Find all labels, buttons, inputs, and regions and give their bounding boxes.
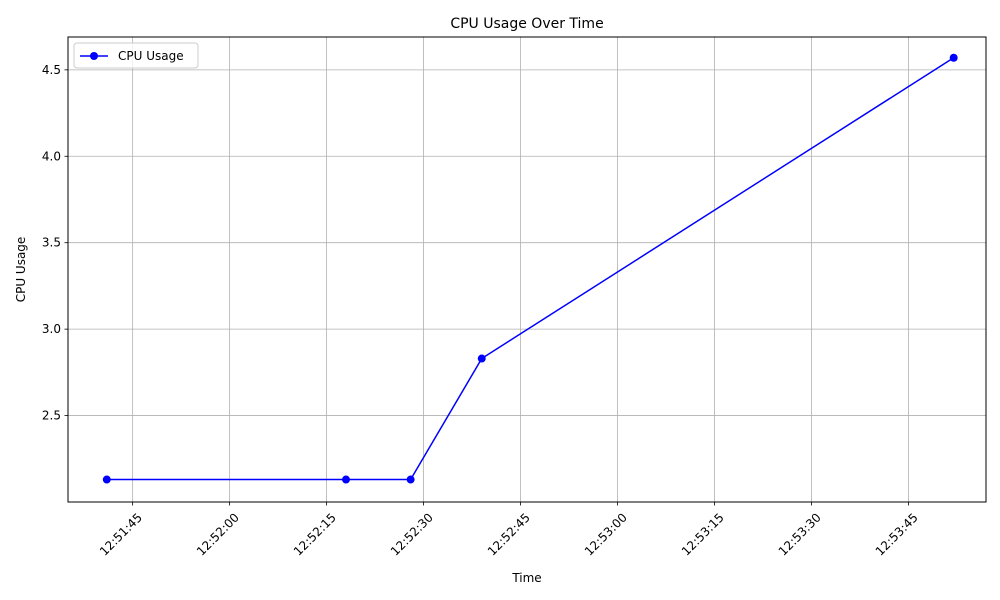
data-point <box>406 475 415 484</box>
y-tick-label: 4.0 <box>42 149 61 163</box>
data-point <box>477 354 486 363</box>
grid <box>68 37 986 502</box>
chart-title: CPU Usage Over Time <box>450 16 603 32</box>
series-layer <box>102 53 958 484</box>
data-point <box>341 475 350 484</box>
data-point <box>102 475 111 484</box>
legend-label: CPU Usage <box>118 49 184 63</box>
data-point <box>949 53 958 62</box>
y-tick-label: 3.5 <box>42 236 61 250</box>
plot-frame <box>67 36 987 503</box>
x-axis-label: Time <box>511 571 541 585</box>
legend-box <box>73 42 199 69</box>
y-tick-label: 2.5 <box>42 409 61 423</box>
y-tick-label: 3.0 <box>42 322 61 336</box>
legend: CPU Usage <box>73 42 199 69</box>
legend-marker-swatch <box>90 52 98 60</box>
y-tick-label: 4.5 <box>42 63 61 77</box>
y-axis-label: CPU Usage <box>14 237 28 303</box>
